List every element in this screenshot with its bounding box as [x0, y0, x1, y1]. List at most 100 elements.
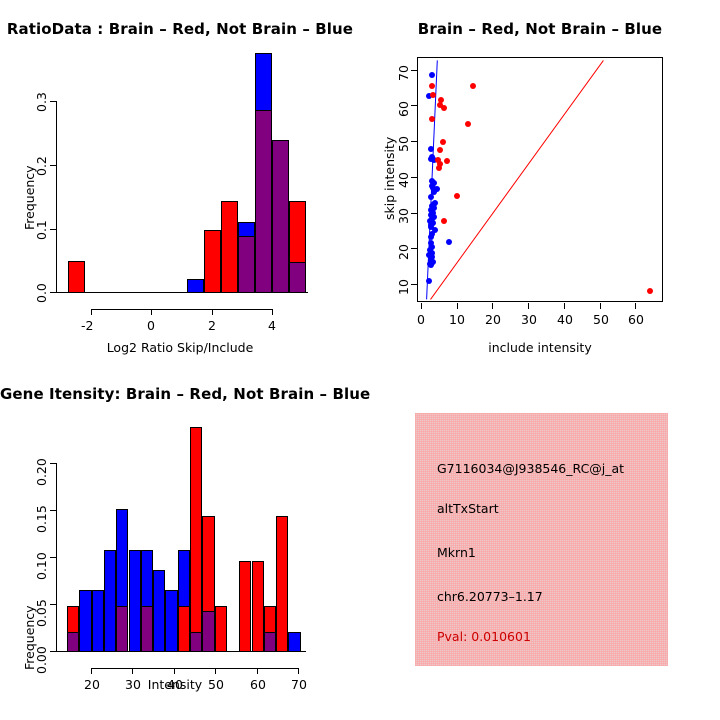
scatter-point-blue [429, 243, 436, 250]
ratio-histogram-xtick-label: 2 [208, 318, 216, 333]
scatter-point-red [646, 288, 653, 294]
gene-histogram-xtick [132, 668, 133, 674]
gene-histogram-xtick-label: 70 [291, 677, 307, 692]
scatter-point-blue [430, 188, 437, 195]
scatter-xtick-label: 60 [628, 312, 644, 327]
gene-histogram-bar-red [251, 561, 264, 652]
scatter-point-blue [431, 205, 438, 212]
scatter-xtick [492, 303, 493, 309]
gene-histogram-title: Gene Itensity: Brain – Red, Not Brain – … [0, 385, 371, 403]
gene-histogram-bar-overlap [202, 611, 215, 652]
panel-intensity-scatter: Brain – Red, Not Brain – Blue skip inten… [360, 0, 720, 360]
scatter-point-red [437, 96, 444, 103]
scatter-point-blue [432, 226, 439, 233]
scatter-point-red [437, 102, 444, 109]
ratio-histogram-xtick [212, 309, 213, 315]
gene-histogram-bar-overlap [116, 606, 129, 652]
scatter-point-blue [430, 157, 437, 164]
scatter-xtick-label: 50 [593, 312, 609, 327]
gene-histogram-bar-blue [103, 550, 117, 652]
ratio-histogram-xlabel: Log2 Ratio Skip/Include [106, 340, 254, 355]
scatter-ytick [411, 141, 417, 142]
panel-gene-intensity-histogram: Gene Itensity: Brain – Red, Not Brain – … [0, 360, 371, 720]
scatter-ytick-label: 50 [396, 136, 411, 152]
ratio-histogram-ytick-label: 0.2 [34, 156, 49, 176]
ratio-histogram-bar-red [221, 201, 238, 293]
gene-histogram-ytick-label: 0.00 [34, 646, 49, 674]
scatter-point-blue [428, 240, 435, 247]
gene-histogram-xaxis [91, 668, 299, 669]
gene-histogram-bar-blue [91, 590, 104, 652]
ratio-histogram-yaxis [56, 101, 57, 293]
scatter-xtick [421, 303, 422, 309]
scatter-ytick-label: 20 [396, 244, 411, 260]
scatter-point-blue [426, 93, 433, 99]
ratio-histogram-xtick [91, 309, 92, 315]
gene-histogram-bar-red [214, 606, 227, 652]
ratio-histogram-ytick [50, 165, 56, 166]
gene-histogram-bar-blue [165, 590, 178, 652]
scatter-fit-lines [426, 60, 604, 300]
scatter-ytick-label: 30 [396, 208, 411, 224]
scatter-point-red [441, 217, 448, 224]
ratio-histogram-ytick-label: 0.3 [34, 92, 49, 112]
ratio-histogram-bar-overlap [289, 262, 306, 293]
gene-histogram-bar-red [190, 427, 203, 652]
gene-histogram-bar-overlap [263, 632, 277, 652]
scatter-ytick-label: 70 [396, 65, 411, 81]
scatter-ylabel: skip intensity [382, 136, 397, 220]
gene-histogram-bar-overlap [67, 632, 80, 652]
scatter-point-red [441, 104, 448, 111]
scatter-xtick-label: 0 [417, 312, 425, 327]
gene-histogram-ytick [50, 463, 56, 464]
scatter-point-blue [428, 224, 435, 231]
ratio-histogram-xtick-label: 4 [268, 318, 276, 333]
panel-ratio-histogram: RatioData : Brain – Red, Not Brain – Blu… [0, 0, 360, 360]
ratio-histogram-bar-blue [187, 279, 204, 293]
gene-histogram-bar-red [177, 606, 190, 652]
ratio-histogram-bar-overlap [272, 140, 289, 293]
scatter-point-blue [427, 145, 434, 152]
scatter-point-red [429, 116, 436, 123]
scatter-point-blue [426, 277, 433, 284]
scatter-point-blue [431, 179, 438, 186]
gene-histogram-ytick [50, 604, 56, 605]
info-event-type: altTxStart [437, 501, 499, 516]
gene-histogram-bar-blue [288, 632, 301, 652]
gene-histogram-ytick-label: 0.15 [34, 505, 49, 533]
gene-histogram-bar-overlap [140, 606, 154, 652]
scatter-point-red [429, 82, 436, 89]
scatter-xtick [635, 303, 636, 309]
gene-histogram-bar-red [239, 561, 252, 652]
scatter-point-blue [428, 194, 435, 201]
gene-histogram-xlabel: Intensity [147, 677, 203, 692]
scatter-point-blue [429, 230, 436, 237]
scatter-point-blue [446, 239, 453, 246]
gene-histogram-xtick [298, 668, 299, 674]
scatter-point-blue [427, 262, 434, 269]
ratio-histogram-xaxis [91, 309, 273, 310]
scatter-point-blue [427, 234, 434, 241]
gene-histogram-bar-overlap [190, 632, 203, 652]
gene-histogram-ytick [50, 557, 56, 558]
ratio-histogram-ytick [50, 292, 56, 293]
gene-histogram-xtick-label: 50 [208, 677, 224, 692]
scatter-ytick [411, 177, 417, 178]
scatter-ytick-label: 10 [396, 279, 411, 295]
gene-histogram-bar-blue [128, 550, 141, 652]
scatter-ytick [411, 70, 417, 71]
scatter-point-red [464, 120, 471, 127]
gene-histogram-xtick [257, 668, 258, 674]
scatter-ytick [411, 284, 417, 285]
gene-histogram-xtick [174, 668, 175, 674]
scatter-point-red [437, 161, 444, 167]
gene-histogram-ytick-label: 0.10 [34, 552, 49, 580]
ratio-histogram-xtick [272, 309, 273, 315]
gene-histogram-bar-blue [79, 590, 92, 652]
scatter-xtick-label: 10 [449, 312, 465, 327]
scatter-xtick-label: 20 [485, 312, 501, 327]
scatter-point-red [435, 165, 442, 172]
ratio-histogram-ytick-label: 0.0 [34, 283, 49, 303]
ratio-histogram-ytick [50, 101, 56, 102]
